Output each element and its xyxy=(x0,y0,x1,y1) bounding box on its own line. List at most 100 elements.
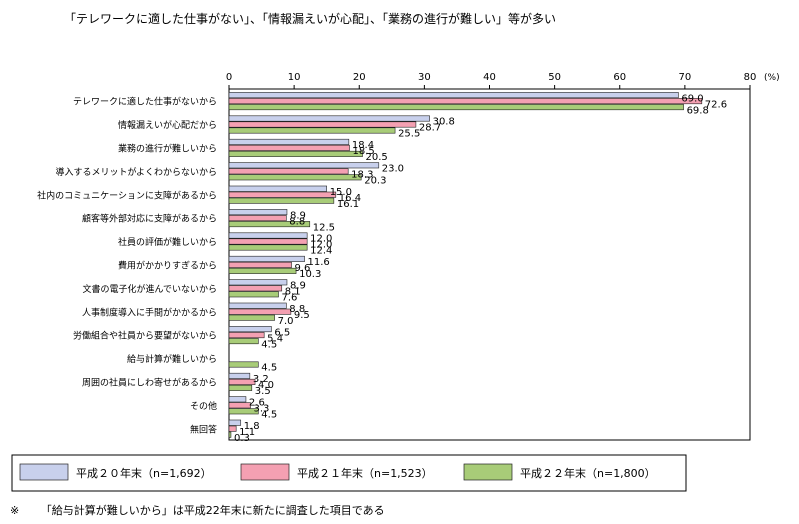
bar xyxy=(228,332,265,339)
category-label: 人事制度導入に手間がかかるから xyxy=(82,306,217,318)
bar xyxy=(228,308,292,315)
x-tick-label: 0 xyxy=(226,72,232,83)
category-label: 無回答 xyxy=(190,423,217,435)
data-label: 25.5 xyxy=(398,129,420,140)
data-label: 18.5 xyxy=(352,146,374,157)
bar xyxy=(228,238,308,245)
bar xyxy=(228,168,349,175)
data-label: 12.0 xyxy=(310,234,332,245)
data-label: 1.8 xyxy=(244,421,260,432)
data-label: 18.4 xyxy=(352,140,374,151)
data-label: 8.1 xyxy=(285,287,301,298)
category-label: 情報漏えいが心配だから xyxy=(118,119,217,131)
bar xyxy=(228,314,275,321)
category-label: 文書の電子化が進んでいないから xyxy=(82,283,217,295)
data-label: 69.8 xyxy=(687,105,709,116)
bar xyxy=(228,150,363,157)
bar xyxy=(228,162,380,169)
x-tick-label: 30 xyxy=(418,72,431,83)
bar xyxy=(228,431,232,438)
bar xyxy=(228,384,253,391)
category-label: 労働組合や社員から要望がないから xyxy=(73,330,217,342)
bar xyxy=(228,255,305,262)
footnote: ※ 「給与計算が難しいから」は平成22年末に新たに調査した項目である xyxy=(10,502,385,518)
category-label: 周囲の社員にしわ寄せがあるから xyxy=(82,377,217,389)
bar xyxy=(228,98,703,105)
category-label: 社内のコミュニケーションに支障があるから xyxy=(37,189,217,201)
data-label: 3.2 xyxy=(253,374,269,385)
bar xyxy=(228,104,684,111)
bar xyxy=(228,302,287,309)
data-label: 8.9 xyxy=(290,281,306,292)
bar xyxy=(228,191,337,198)
data-label: 11.6 xyxy=(308,257,330,268)
bar xyxy=(228,232,308,239)
data-label: 20.5 xyxy=(366,152,388,163)
data-label: 4.5 xyxy=(261,363,277,374)
bar xyxy=(228,197,335,204)
x-tick-label: 60 xyxy=(613,72,626,83)
data-label: 16.4 xyxy=(339,193,361,204)
bar xyxy=(228,372,251,379)
bar xyxy=(228,279,288,286)
data-label: 28.7 xyxy=(419,123,441,134)
legend-swatch xyxy=(463,463,513,481)
bar xyxy=(228,326,272,333)
legend-swatch xyxy=(19,463,69,481)
category-label: 顧客等外部対応に支障があるから xyxy=(82,213,217,225)
data-label: 12.0 xyxy=(310,240,332,251)
bar xyxy=(228,425,237,432)
bar xyxy=(228,144,350,151)
bar xyxy=(228,138,350,145)
x-tick-label: 50 xyxy=(548,72,561,83)
bar xyxy=(228,92,679,99)
bar xyxy=(228,185,327,192)
bar xyxy=(228,127,396,134)
data-label: 15.0 xyxy=(330,187,352,198)
bar xyxy=(228,261,292,268)
legend-swatch xyxy=(240,463,290,481)
data-label: 2.6 xyxy=(249,398,265,409)
bar xyxy=(228,408,259,415)
footnote-mark: ※ xyxy=(10,504,20,517)
legend-label: 平成２１年末（n=1,523） xyxy=(297,466,433,480)
data-label: 12.4 xyxy=(310,246,332,257)
bar xyxy=(228,174,362,181)
data-label: 30.8 xyxy=(433,117,455,128)
data-label: 3.5 xyxy=(255,386,271,397)
data-label: 8.9 xyxy=(290,210,306,221)
bar xyxy=(228,244,308,251)
x-tick-label: 40 xyxy=(483,72,496,83)
data-label: 72.6 xyxy=(705,99,727,110)
legend-label: 平成２０年末（n=1,692） xyxy=(76,466,212,480)
data-label: 0.3 xyxy=(234,433,250,444)
category-label: 業務の進行が難しいから xyxy=(118,143,217,155)
category-label: 社員の評価が難しいから xyxy=(118,236,217,248)
category-label: 導入するメリットがよくわからないから xyxy=(55,166,217,178)
data-label: 8.8 xyxy=(289,216,305,227)
data-label: 1.1 xyxy=(239,427,255,438)
data-label: 9.6 xyxy=(295,263,311,274)
bar xyxy=(228,221,311,228)
data-label: 16.1 xyxy=(337,199,359,210)
bar xyxy=(228,285,283,292)
data-label: 5.4 xyxy=(267,333,283,344)
bar xyxy=(228,121,417,128)
data-label: 4.0 xyxy=(258,380,274,391)
bar xyxy=(228,215,287,222)
x-tick-label: 10 xyxy=(288,72,301,83)
data-label: 4.5 xyxy=(261,410,277,421)
footnote-text: 「給与計算が難しいから」は平成22年末に新たに調査した項目である xyxy=(40,504,385,517)
data-label: 7.6 xyxy=(281,293,297,304)
data-label: 18.3 xyxy=(351,170,373,181)
data-label: 69.0 xyxy=(681,93,703,104)
bar xyxy=(228,378,256,385)
x-tick-label: 70 xyxy=(679,72,692,83)
category-label: 給与計算が難しいから xyxy=(127,353,217,365)
legend-label: 平成２２年末（n=1,800） xyxy=(520,466,656,480)
bar xyxy=(228,402,251,409)
category-label: 費用がかかりすぎるから xyxy=(118,260,217,272)
data-label: 7.0 xyxy=(278,316,294,327)
data-label: 8.8 xyxy=(289,304,305,315)
